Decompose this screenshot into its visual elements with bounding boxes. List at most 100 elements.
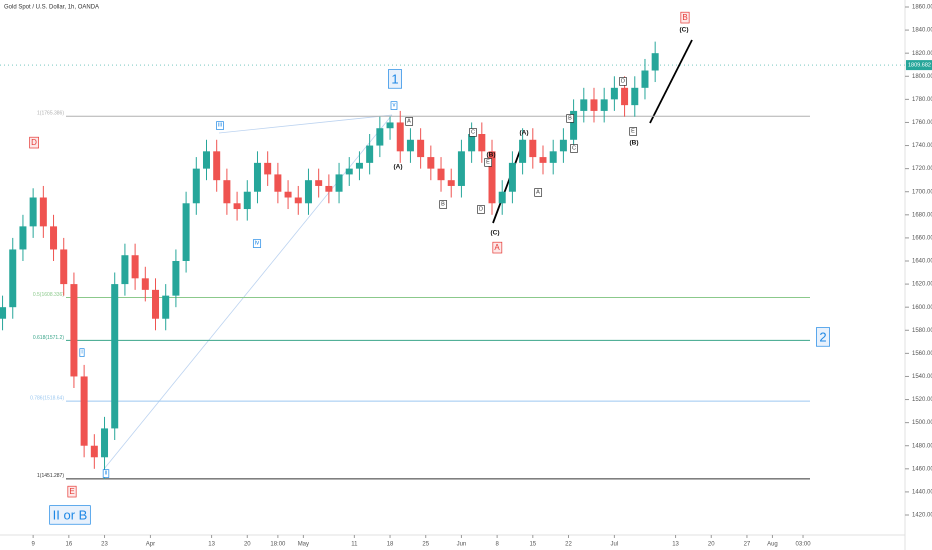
candle-body [50, 226, 58, 250]
candle-body [519, 139, 527, 163]
x-tick-label: 15 [529, 542, 536, 548]
candle-body [60, 249, 68, 285]
candle-body [539, 157, 547, 163]
x-tick-label: Aug [767, 542, 778, 548]
trend-line [218, 114, 393, 134]
wave-label-box [570, 144, 578, 153]
x-tick-label: Apr [146, 542, 155, 548]
candle-body [223, 180, 231, 204]
candle-body [417, 139, 425, 158]
x-tick-label: 23 [101, 542, 108, 548]
candle-body [19, 226, 27, 250]
wave-label-box [390, 101, 398, 110]
wave-label: B [441, 201, 445, 207]
x-tick-label: 9 [31, 542, 35, 548]
wave-label-box [79, 348, 85, 357]
candle-body [304, 180, 312, 204]
candle-body [192, 168, 200, 204]
x-tick-label: 03:00 [796, 542, 812, 548]
candle-body [243, 191, 251, 210]
candle-body [131, 255, 139, 279]
candle-body [162, 295, 170, 319]
x-tick-label: 27 [744, 542, 751, 548]
candle-body [570, 110, 578, 140]
x-tick-label: 13 [208, 542, 215, 548]
wave-label: C [471, 129, 475, 135]
wave-label-box [252, 239, 262, 248]
y-tick-label: 1680.00 [912, 212, 932, 218]
y-tick-label: 1740.00 [912, 143, 932, 149]
last-price-box [906, 60, 932, 71]
y-tick-label: 1420.00 [912, 513, 932, 519]
wave-label-box [29, 136, 39, 149]
wave-label: B [682, 13, 687, 22]
x-tick-label: Jul [611, 542, 619, 548]
wave-label-box [67, 485, 77, 498]
level-label: 0.786(1518.64) [30, 395, 64, 401]
candle-body [366, 145, 374, 163]
wave-label: E [69, 487, 74, 496]
candle-body [396, 122, 404, 152]
x-tick-label: 20 [244, 542, 251, 548]
candle-body [152, 289, 160, 319]
y-tick-label: 1480.00 [912, 443, 932, 449]
candle-body [284, 191, 292, 198]
wave-label-box [629, 127, 638, 136]
candle-body [172, 261, 180, 296]
y-tick-label: 1840.00 [912, 28, 932, 34]
last-price-label: 1809.682 [908, 63, 931, 69]
candle-body [325, 185, 333, 192]
candle-body [376, 128, 384, 146]
wave-label-box [469, 128, 477, 137]
candle-body [294, 197, 302, 204]
candle-body [529, 139, 537, 158]
x-tick-label: 25 [422, 542, 429, 548]
wave-label: A [536, 189, 540, 195]
candle-body [386, 122, 394, 129]
candle-body [621, 87, 629, 106]
wave-label: 1 [391, 71, 398, 86]
candle-body [213, 151, 221, 181]
wave-label: D [479, 206, 483, 212]
candles [0, 41, 659, 480]
x-tick-label: 13 [672, 542, 679, 548]
candle-body [345, 168, 353, 175]
wave-label-box [680, 11, 690, 24]
candle-body [315, 180, 323, 186]
candle-body [580, 99, 588, 111]
candle-body [590, 99, 598, 111]
x-tick-label: 16 [65, 542, 72, 548]
trend-line [103, 114, 393, 470]
wave-label: 2 [819, 329, 826, 344]
candle-body [29, 197, 37, 227]
x-tick-label: 18:00 [270, 542, 286, 548]
x-tick-label: 11 [351, 542, 358, 548]
candle-body [508, 162, 516, 192]
candle-body [447, 180, 455, 186]
wave-label-box [102, 469, 110, 478]
trend-line [492, 139, 525, 224]
y-tick-label: 1500.00 [912, 420, 932, 426]
wave-label: v [393, 103, 396, 109]
wave-label: C [572, 145, 576, 151]
candle-body [437, 168, 445, 181]
trend-line [649, 39, 693, 124]
wave-label: E [486, 159, 490, 165]
x-tick-label: Jun [457, 542, 467, 548]
wave-label: B [568, 115, 572, 121]
y-tick-label: 1580.00 [912, 328, 932, 334]
y-tick-label: 1540.00 [912, 374, 932, 380]
wave-label-box [816, 327, 830, 347]
wave-label: (C) [679, 27, 688, 34]
candle-body [478, 134, 486, 152]
level-label: 1(1765.386) [37, 111, 64, 117]
candle-body [111, 284, 119, 429]
level-label: 1(1451.287) [37, 473, 64, 479]
candle-body [498, 191, 506, 204]
candle-body [559, 139, 567, 152]
y-tick-label: 1860.00 [912, 5, 932, 11]
y-tick-label: 1620.00 [912, 282, 932, 288]
candle-body [141, 278, 149, 290]
